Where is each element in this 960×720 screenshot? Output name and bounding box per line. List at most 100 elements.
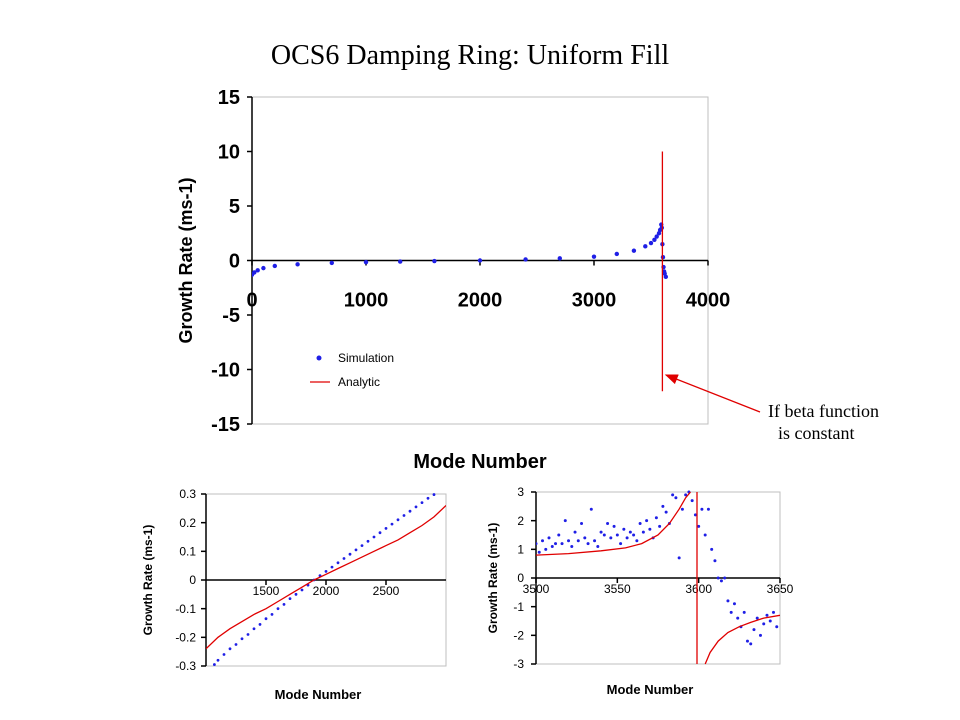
zoom-right-x-tick-label: 3550: [604, 582, 631, 596]
zoom-left-x-tick-label: 1500: [253, 584, 280, 598]
zoom-left-simulation-point: [216, 658, 220, 662]
main-simulation-point: [261, 265, 266, 271]
zoom-left-simulation-point: [420, 501, 424, 504]
main-y-tick-label: 5: [229, 196, 240, 218]
main-simulation-point: [432, 258, 437, 264]
zoom-right-simulation-point: [560, 542, 564, 546]
zoom-right-simulation-point: [706, 507, 710, 511]
zoom-left-simulation-point: [372, 535, 376, 539]
zoom-right-simulation-point: [729, 610, 733, 614]
main-simulation-point: [252, 270, 257, 275]
main-simulation-point: [329, 260, 334, 266]
zoom-right-simulation-point: [609, 536, 613, 540]
zoom-right-simulation-point: [677, 556, 681, 560]
zoom-right-simulation-point: [697, 524, 701, 528]
zoom-right-simulation-point: [775, 625, 779, 629]
zoom-left-simulation-point: [408, 509, 412, 513]
zoom-right-simulation-point: [547, 536, 551, 540]
zoom-right-simulation-point: [765, 613, 769, 617]
zoom-left-simulation-point: [264, 617, 268, 621]
zoom-left-simulation-point: [246, 633, 250, 636]
zoom-left-simulation-point: [360, 544, 364, 547]
main-simulation-point: [398, 259, 403, 264]
annotation-arrow: [664, 374, 761, 413]
zoom-right-simulation-point: [599, 530, 603, 534]
zoom-right-y-tick-label: 3: [517, 485, 524, 499]
main-y-tick-label: 10: [218, 142, 240, 164]
zoom-right-y-tick-label: 0: [517, 571, 524, 585]
zoom-left-simulation-point: [282, 602, 286, 606]
zoom-right-simulation-point: [593, 539, 597, 543]
zoom-left-simulation-point: [300, 588, 304, 592]
zoom-left-y-tick-label: 0.1: [179, 545, 196, 559]
zoom-right-simulation-point: [570, 544, 574, 548]
zoom-right-simulation-point: [576, 539, 580, 543]
zoom-right-simulation-point: [693, 513, 697, 517]
main-simulation-point: [591, 254, 597, 259]
zoom-right-simulation-point: [710, 547, 714, 551]
zoom-right-simulation-point: [632, 533, 636, 537]
zoom-right-simulation-point: [732, 602, 736, 606]
main-simulation-point: [557, 256, 562, 261]
zoom-right-simulation-point: [635, 539, 639, 543]
zoom-left-simulation-point: [228, 647, 232, 651]
annotation-line-2: is constant: [778, 423, 855, 443]
main-x-tick-label: 1000: [344, 290, 389, 312]
zoom-right-simulation-point: [771, 610, 775, 614]
zoom-right-simulation-point: [638, 522, 642, 526]
zoom-right-simulation-point: [648, 527, 652, 531]
zoom-left-simulation-point: [414, 505, 418, 509]
zoom-right-simulation-point: [573, 530, 577, 534]
zoom-right-simulation-point: [658, 524, 662, 528]
zoom-right-simulation-point: [723, 576, 727, 580]
zoom-right-simulation-point: [541, 539, 545, 543]
zoom-left-simulation-point: [396, 518, 400, 522]
zoom-right-simulation-point: [752, 628, 756, 632]
zoom-right-simulation-point: [742, 610, 746, 614]
main-simulation-point: [363, 259, 369, 265]
zoom-right-y-tick-label: 2: [517, 514, 524, 528]
zoom-right-simulation-point: [671, 493, 675, 497]
zoom-left-simulation-point: [384, 527, 388, 530]
zoom-right-simulation-point: [713, 559, 717, 563]
zoom-right-analytic-line: [704, 614, 780, 665]
legend-simulation-label: Simulation: [338, 351, 394, 365]
zoom-left-simulation-point: [324, 570, 328, 573]
main-x-tick-label: 4000: [686, 290, 731, 312]
zoom-left-simulation-point: [348, 552, 352, 556]
zoom-left-simulation-point: [288, 597, 292, 601]
main-simulation-point: [663, 274, 669, 280]
zoom-left-simulation-point: [294, 592, 298, 596]
zoom-right-simulation-point: [749, 642, 753, 646]
zoom-left-simulation-point: [342, 557, 346, 560]
zoom-right-simulation-point: [625, 536, 629, 540]
zoom-right-simulation-point: [716, 576, 720, 580]
zoom-left-simulation-point: [276, 607, 280, 611]
main-simulation-point: [648, 240, 654, 246]
zoom-right-simulation-point: [583, 536, 587, 540]
zoom-right-y-axis-title: Growth Rate (ms-1): [486, 523, 500, 634]
zoom-left-simulation-point: [402, 514, 406, 517]
zoom-right-simulation-point: [586, 542, 590, 546]
zoom-right-simulation-point: [726, 599, 730, 603]
zoom-right-simulation-point: [622, 527, 626, 531]
main-simulation-point: [614, 251, 619, 257]
main-simulation-point: [654, 234, 659, 239]
zoom-right-simulation-point: [612, 524, 616, 528]
legend-simulation-marker: [316, 355, 322, 361]
zoom-right-simulation-point: [654, 516, 658, 520]
zoom-right-simulation-point: [762, 622, 766, 626]
main-x-tick-label: 3000: [572, 290, 617, 312]
zoom-left-simulation-point: [390, 522, 394, 526]
zoom-right-simulation-point: [690, 499, 694, 503]
main-simulation-point: [477, 258, 483, 263]
zoom-right-simulation-point: [550, 544, 554, 548]
zoom-left-x-tick-label: 2500: [373, 584, 400, 598]
main-x-tick-label: 2000: [458, 290, 503, 312]
zoom-left-series-group: [206, 493, 446, 666]
main-y-tick-label: -15: [211, 414, 240, 436]
zoom-right-simulation-point: [736, 616, 740, 620]
zoom-right-simulation-point: [554, 542, 558, 546]
zoom-right-simulation-point: [700, 507, 704, 511]
